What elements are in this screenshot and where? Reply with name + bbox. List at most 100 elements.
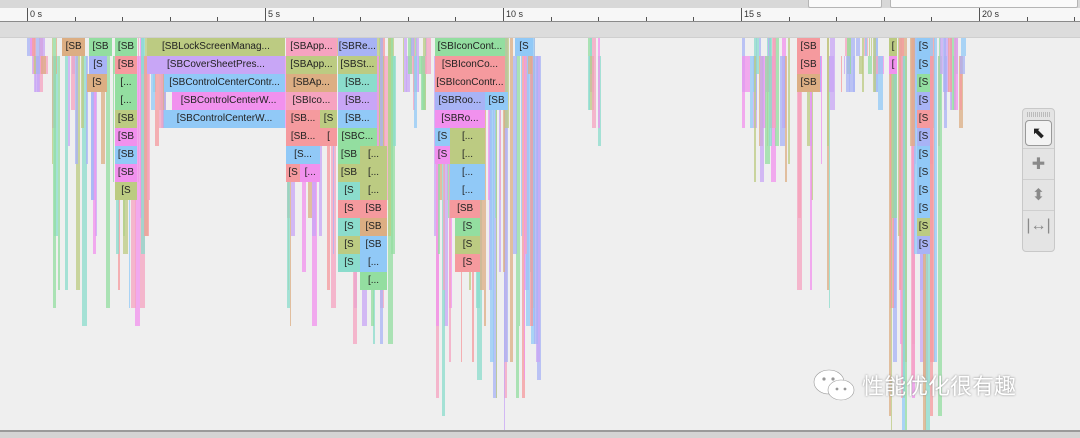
sample-sliver[interactable] [319, 56, 323, 236]
sample-sliver[interactable] [868, 38, 871, 56]
sample-sliver[interactable] [522, 38, 525, 398]
sample-sliver[interactable] [418, 56, 423, 74]
sample-sliver[interactable] [495, 56, 498, 398]
sample-sliver[interactable] [797, 56, 803, 290]
sample-sliver[interactable] [828, 56, 834, 92]
sample-sliver[interactable] [393, 56, 397, 146]
sample-sliver[interactable] [81, 56, 87, 326]
sample-sliver[interactable] [410, 38, 415, 74]
call-frame[interactable]: [S [514, 38, 533, 56]
sample-sliver[interactable] [910, 38, 916, 146]
sample-sliver[interactable] [588, 56, 591, 110]
sample-sliver[interactable] [34, 56, 36, 74]
sample-sliver[interactable] [91, 56, 95, 200]
sample-sliver[interactable] [289, 56, 291, 326]
sample-sliver[interactable] [525, 38, 527, 254]
sample-sliver[interactable] [105, 38, 110, 308]
sample-sliver[interactable] [768, 38, 772, 146]
sample-sliver[interactable] [772, 38, 776, 128]
call-frame[interactable]: [S [917, 110, 930, 128]
call-frame[interactable]: [S [917, 236, 930, 254]
sample-sliver[interactable] [416, 38, 419, 92]
sample-sliver[interactable] [783, 56, 786, 128]
call-frame[interactable]: [S [454, 254, 481, 272]
sample-sliver[interactable] [33, 56, 36, 92]
sample-sliver[interactable] [410, 38, 415, 56]
call-frame[interactable]: [... [450, 128, 485, 146]
call-frame[interactable]: [S [917, 218, 930, 236]
sample-sliver[interactable] [515, 38, 520, 398]
sample-sliver[interactable] [27, 38, 32, 56]
sample-sliver[interactable] [828, 56, 831, 308]
sample-sliver[interactable] [421, 56, 425, 110]
sample-sliver[interactable] [503, 56, 505, 272]
call-frame[interactable]: [... [360, 164, 387, 182]
sample-sliver[interactable] [503, 38, 508, 362]
sample-sliver[interactable] [755, 38, 758, 110]
call-frame[interactable]: [SB [484, 92, 509, 110]
call-frame[interactable]: [SBApp... [285, 38, 337, 56]
sample-sliver[interactable] [326, 56, 330, 290]
sample-sliver[interactable] [533, 56, 538, 344]
sample-sliver[interactable] [71, 38, 76, 110]
call-frame[interactable]: [S [917, 146, 930, 164]
call-frame[interactable]: [S [285, 164, 301, 182]
sample-sliver[interactable] [64, 38, 69, 290]
sample-sliver[interactable] [443, 56, 448, 326]
sample-sliver[interactable] [513, 56, 518, 254]
call-frame[interactable]: [SBCoverSheetPres... [146, 56, 285, 74]
call-frame[interactable]: [SB [360, 200, 387, 218]
sample-sliver[interactable] [742, 56, 746, 128]
call-frame[interactable]: [SB [450, 200, 481, 218]
sample-sliver[interactable] [40, 38, 45, 56]
call-frame[interactable]: [... [360, 254, 387, 272]
sample-sliver[interactable] [761, 56, 767, 128]
call-frame[interactable]: [SB [115, 164, 137, 182]
sample-sliver[interactable] [52, 38, 57, 308]
call-frame[interactable]: [S... [285, 146, 321, 164]
sample-sliver[interactable] [954, 38, 959, 110]
sample-sliver[interactable] [843, 56, 846, 74]
sample-sliver[interactable] [134, 56, 140, 326]
sample-sliver[interactable] [870, 38, 872, 56]
sample-sliver[interactable] [809, 56, 812, 290]
call-frame[interactable]: [S [337, 200, 361, 218]
sample-sliver[interactable] [901, 56, 905, 398]
horizontal-span-icon[interactable]: |↔| [1023, 210, 1054, 241]
call-frame[interactable]: [SBC... [337, 128, 377, 146]
sample-sliver[interactable] [57, 56, 60, 290]
sample-sliver[interactable] [948, 38, 952, 92]
call-frame[interactable]: [S [917, 74, 930, 92]
call-frame[interactable]: [SB... [285, 128, 321, 146]
call-frame[interactable]: [... [450, 182, 485, 200]
call-frame[interactable]: [... [115, 92, 137, 110]
sample-sliver[interactable] [784, 56, 787, 182]
call-frame[interactable]: [SB [115, 56, 137, 74]
call-frame[interactable]: [SB [797, 38, 820, 56]
call-frame[interactable]: [ [889, 56, 898, 74]
call-frame[interactable]: [S [337, 254, 361, 272]
sample-sliver[interactable] [827, 38, 829, 146]
sample-sliver[interactable] [937, 56, 943, 416]
arrow-pointer-icon[interactable]: ⬉ [1025, 120, 1052, 146]
sample-sliver[interactable] [155, 38, 159, 146]
call-frame[interactable]: [S [917, 128, 930, 146]
sample-sliver[interactable] [873, 38, 876, 92]
sample-sliver[interactable] [414, 56, 418, 128]
sample-sliver[interactable] [754, 38, 760, 74]
sample-sliver[interactable] [31, 38, 35, 56]
sample-sliver[interactable] [867, 56, 872, 74]
call-frame[interactable]: [SB [337, 164, 361, 182]
call-frame[interactable]: [S [320, 110, 337, 128]
sample-sliver[interactable] [500, 38, 502, 200]
call-frame[interactable]: [S [917, 56, 930, 74]
sample-sliver[interactable] [749, 56, 754, 128]
call-frame[interactable]: [S [454, 236, 481, 254]
sample-sliver[interactable] [873, 38, 879, 92]
call-frame[interactable]: [SB... [337, 110, 377, 128]
sample-sliver[interactable] [753, 56, 757, 182]
sample-sliver[interactable] [74, 38, 79, 164]
sample-sliver[interactable] [878, 56, 883, 110]
sample-sliver[interactable] [933, 38, 937, 362]
sample-sliver[interactable] [940, 38, 944, 74]
